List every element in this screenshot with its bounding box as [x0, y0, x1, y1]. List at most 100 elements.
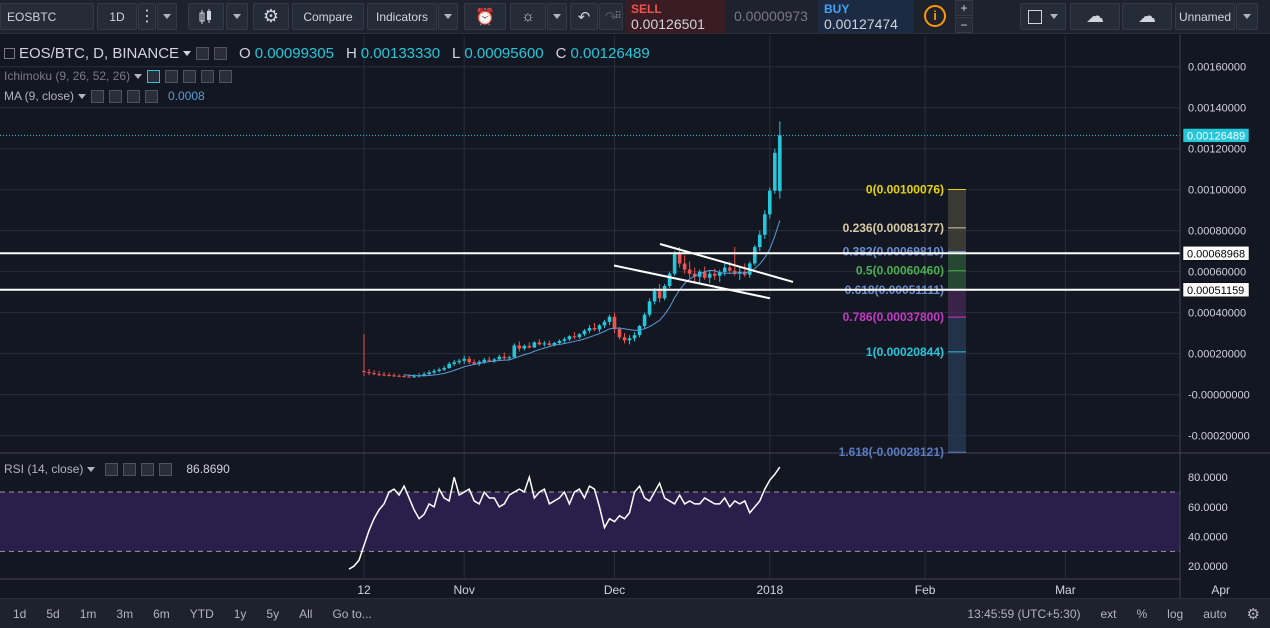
candle-body	[487, 359, 492, 361]
source-icon[interactable]	[183, 69, 197, 83]
load-layout-button[interactable]: ☁	[1070, 3, 1120, 30]
chevron-down-icon[interactable]	[78, 93, 87, 99]
add-icon[interactable]	[127, 89, 141, 103]
auto-toggle[interactable]: auto	[1203, 607, 1227, 621]
candle-body	[667, 273, 672, 287]
template-button[interactable]: ☼	[510, 3, 546, 30]
collapse-icon[interactable]	[4, 48, 15, 59]
candle-body	[377, 374, 381, 376]
alarm-clock-icon: ⏰	[475, 8, 495, 26]
interval-dropdown[interactable]	[157, 3, 177, 30]
eye-icon[interactable]	[147, 69, 161, 83]
redo-button[interactable]: ↷	[599, 3, 623, 30]
rsi-title[interactable]: RSI (14, close)	[4, 462, 84, 476]
plus-button[interactable]: +	[955, 0, 973, 16]
date-range-buttons: 1d 5d 1m 3m 6m YTD 1y 5y All Go to...	[0, 607, 382, 621]
chevron-down-icon	[444, 14, 452, 19]
close-icon[interactable]	[159, 462, 173, 476]
rsi-band	[0, 491, 1180, 552]
candle-body	[472, 362, 477, 364]
chevron-down-icon[interactable]	[87, 466, 96, 472]
settings-icon[interactable]	[214, 47, 228, 60]
eye-icon[interactable]	[196, 47, 210, 60]
close-icon[interactable]	[145, 89, 159, 103]
time-tick-label: 2018	[756, 583, 783, 597]
chart-style-button[interactable]	[188, 3, 224, 30]
ichimoku-title[interactable]: Ichimoku (9, 26, 52, 26)	[4, 69, 131, 83]
range-button-5y[interactable]: 5y	[266, 606, 280, 621]
range-button-goto[interactable]: Go to...	[332, 606, 372, 621]
lightbulb-icon: ☼	[521, 8, 535, 25]
candle-body	[687, 269, 692, 274]
range-button-ytd[interactable]: YTD	[189, 606, 214, 621]
trade-drag-handle[interactable]: ⠿	[614, 11, 622, 22]
sell-panel[interactable]: SELL 0.00126501	[625, 0, 725, 33]
info-button[interactable]: i	[924, 5, 946, 27]
settings-icon[interactable]	[165, 69, 179, 83]
ma-title[interactable]: MA (9, close)	[4, 89, 75, 103]
alert-button[interactable]: ⏰	[464, 3, 506, 30]
candle-body	[477, 361, 482, 364]
hline-price-badge: 0.00068968	[1187, 248, 1245, 260]
undo-button[interactable]: ↶	[570, 3, 598, 30]
gear-icon: ⚙	[262, 6, 280, 26]
add-icon[interactable]	[141, 462, 155, 476]
range-button-5d[interactable]: 5d	[46, 606, 60, 621]
compare-button[interactable]: Compare	[292, 3, 364, 30]
fullscreen-button[interactable]	[1020, 3, 1066, 30]
price-axis[interactable]: 0.00160000 0.00140000 0.00120000 0.00100000…	[1179, 35, 1270, 598]
symbol-search[interactable]: EOSBTC	[0, 3, 94, 30]
redo-icon: ↷	[604, 8, 618, 26]
eye-icon[interactable]	[105, 462, 119, 476]
percent-toggle[interactable]: %	[1136, 607, 1148, 621]
chart-style-dropdown[interactable]	[226, 3, 248, 30]
log-toggle[interactable]: log	[1167, 607, 1184, 621]
layout-dropdown[interactable]	[1236, 3, 1258, 30]
candle-body	[542, 343, 547, 345]
layout-name-button[interactable]: Unnamed	[1175, 3, 1235, 30]
range-button-1d[interactable]: 1d	[13, 606, 27, 621]
candle-body	[587, 328, 592, 331]
symbol-title[interactable]: EOS/BTC, D, BINANCE	[19, 45, 180, 62]
rsi-tick-label: 60.0000	[1188, 502, 1228, 514]
gear-icon[interactable]: ⚙	[1246, 606, 1260, 623]
chart-canvas[interactable]: 0(0.00100076) 0.236(0.00081377) 0.382(0.00…	[0, 35, 1270, 598]
save-layout-button[interactable]: ☁	[1122, 3, 1172, 30]
candle-body	[392, 375, 396, 377]
candle-body	[727, 267, 732, 271]
add-icon[interactable]	[201, 69, 215, 83]
fibonacci-retracement[interactable]: 0(0.00100076) 0.236(0.00081377) 0.382(0.00…	[839, 183, 966, 460]
template-dropdown[interactable]	[547, 3, 567, 30]
chevron-down-icon[interactable]	[134, 73, 143, 79]
range-button-1y[interactable]: 1y	[233, 606, 247, 621]
close-icon[interactable]	[219, 69, 233, 83]
interval-menu-button[interactable]: ⋮	[138, 3, 156, 30]
price-tick-label: 0.00020000	[1188, 349, 1246, 361]
rsi-value: 86.8690	[186, 462, 230, 476]
range-button-3m[interactable]: 3m	[116, 606, 134, 621]
ext-toggle[interactable]: ext	[1100, 607, 1117, 621]
range-button-all[interactable]: All	[299, 606, 313, 621]
indicators-button[interactable]: Indicators	[367, 3, 437, 30]
range-button-1m[interactable]: 1m	[79, 606, 97, 621]
candle-body	[362, 371, 366, 373]
rsi-overbought-band	[0, 492, 1180, 552]
eye-icon[interactable]	[91, 89, 105, 103]
clock-time[interactable]: 13:45:59 (UTC+5:30)	[967, 607, 1081, 621]
interval-button[interactable]: 1D	[97, 3, 137, 30]
buy-panel[interactable]: BUY 0.00127474	[818, 0, 914, 33]
minus-button[interactable]: −	[955, 17, 973, 33]
low-label: L	[452, 45, 461, 62]
candle-body	[768, 190, 772, 215]
trend-lines[interactable]	[0, 134, 1180, 300]
time-axis[interactable]: 12 Nov Dec 2018 Feb Mar Apr	[0, 578, 1230, 597]
range-button-6m[interactable]: 6m	[153, 606, 170, 621]
settings-icon[interactable]	[109, 89, 123, 103]
chevron-down-icon[interactable]	[183, 51, 192, 56]
candle-body	[527, 345, 532, 348]
settings-icon[interactable]	[123, 462, 137, 476]
rsi-tick-label: 20.0000	[1188, 561, 1228, 573]
settings-button[interactable]: ⚙	[253, 3, 289, 30]
indicators-dropdown[interactable]	[438, 3, 458, 30]
rsi-axis[interactable]: 80.0000 60.0000 40.0000 20.0000	[1180, 452, 1270, 573]
